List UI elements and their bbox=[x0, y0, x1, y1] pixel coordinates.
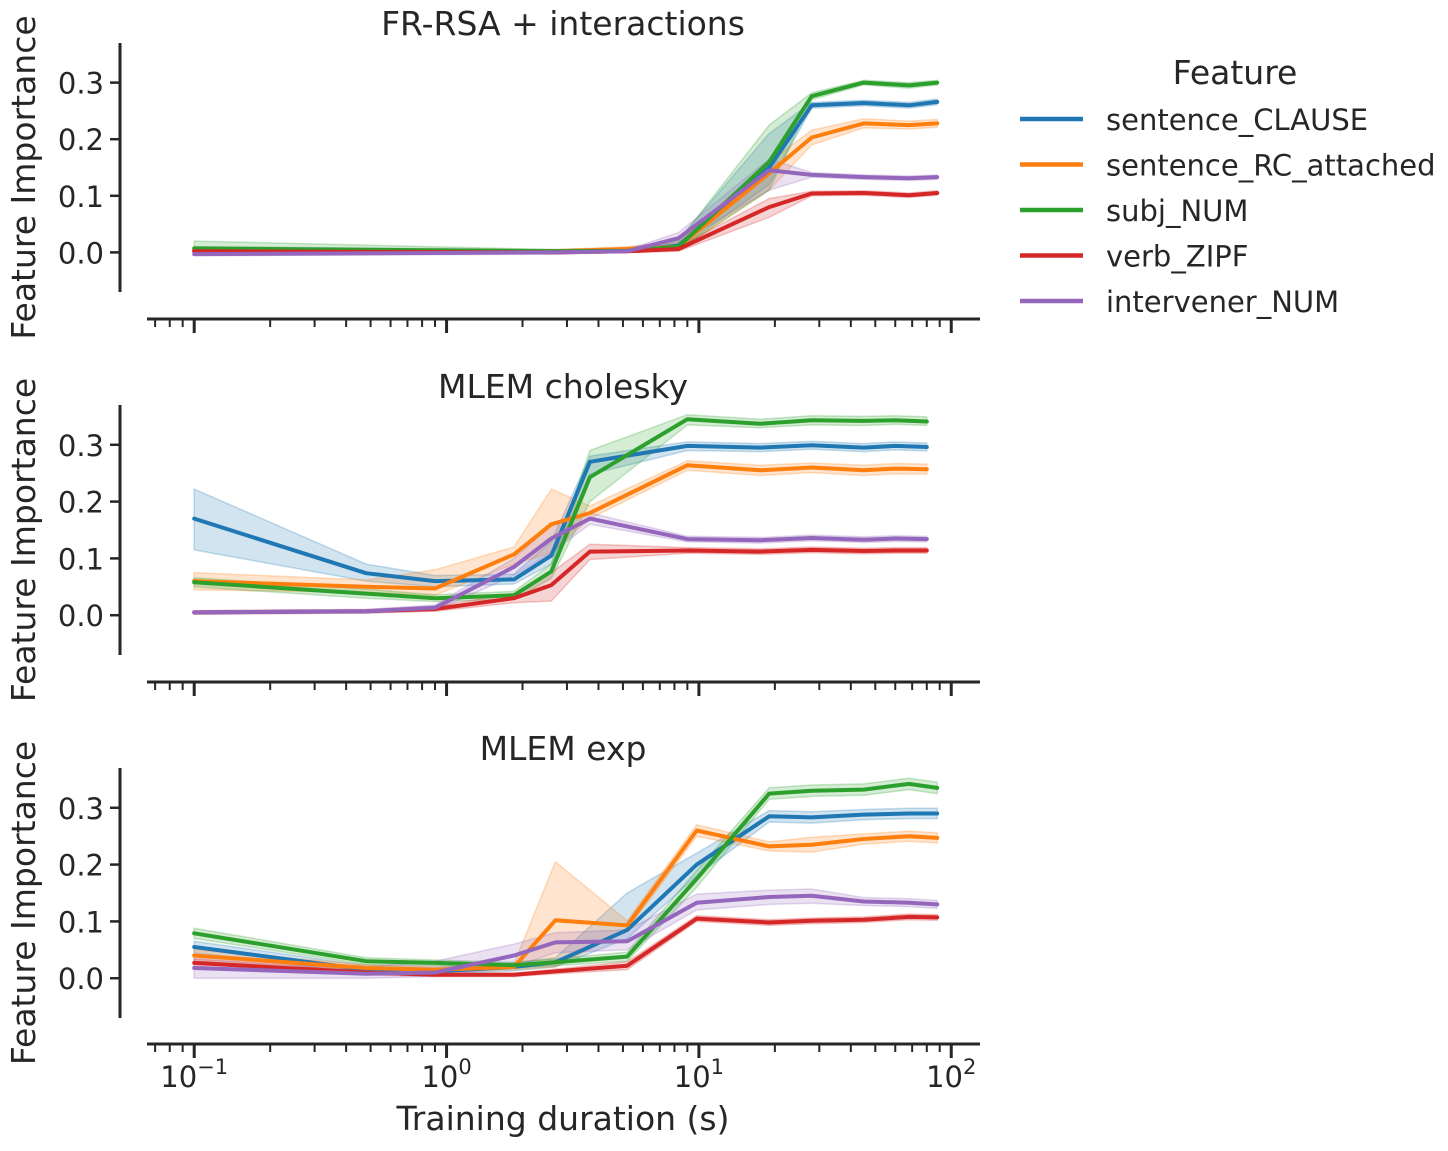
y-axis-label: Feature Importance bbox=[4, 378, 43, 702]
series-line-subj_NUM bbox=[192, 781, 940, 968]
x-tick-base: 10 bbox=[926, 1060, 963, 1094]
y-tick-label: 0.2 bbox=[58, 486, 104, 520]
legend-label: intervener_NUM bbox=[1106, 285, 1339, 319]
x-tick-label: 100 bbox=[421, 1055, 471, 1094]
legend-title: Feature bbox=[1173, 53, 1298, 92]
series-line-intervener_NUM bbox=[192, 516, 929, 615]
y-tick-label: 0.3 bbox=[58, 792, 104, 826]
y-tick-label: 0.2 bbox=[58, 849, 104, 883]
legend-label: sentence_RC_attached bbox=[1106, 149, 1436, 183]
x-tick-base: 10 bbox=[421, 1060, 458, 1094]
ci-band-sentence_CLAUSE bbox=[193, 440, 928, 588]
y-tick-label: 0.3 bbox=[58, 67, 104, 101]
y-tick-label: 0.1 bbox=[58, 180, 104, 214]
y-tick-label: 0.0 bbox=[58, 962, 104, 996]
series-line-sentence_RC_attached bbox=[192, 463, 929, 591]
y-axis-label: Feature Importance bbox=[4, 15, 43, 339]
ci-band-sentence_RC_attached bbox=[193, 823, 938, 974]
panel-1: FR-RSA + interactions Feature Importance 0… bbox=[4, 4, 980, 340]
x-axis-label: Training duration (s) bbox=[396, 1099, 730, 1138]
series-line-intervener_NUM bbox=[192, 168, 940, 257]
y-tick-label: 0.2 bbox=[58, 123, 104, 157]
panel-2: MLEM cholesky Feature Importance 0.0 0.1 0.2… bbox=[4, 367, 980, 702]
series-line-sentence_CLAUSE bbox=[192, 443, 929, 584]
x-tick-base: 10 bbox=[160, 1060, 197, 1094]
y-tick-label: 0.3 bbox=[58, 429, 104, 463]
x-tick-label: 102 bbox=[926, 1055, 976, 1094]
legend-label: subj_NUM bbox=[1106, 194, 1248, 228]
series-line-sentence_RC_attached bbox=[192, 828, 940, 972]
panel-title: MLEM exp bbox=[480, 729, 647, 768]
y-tick-label: 0.0 bbox=[58, 236, 104, 270]
panel-title: MLEM cholesky bbox=[438, 367, 688, 406]
x-tick-exponent: 0 bbox=[458, 1055, 471, 1079]
y-tick-label: 0.0 bbox=[58, 599, 104, 633]
x-tick-exponent: 2 bbox=[963, 1055, 976, 1079]
legend: Feature sentence_CLAUSE sentence_RC_attach… bbox=[1020, 53, 1436, 319]
x-tick-exponent: −1 bbox=[197, 1055, 228, 1079]
x-tick-label: 101 bbox=[674, 1055, 724, 1094]
panel-title: FR-RSA + interactions bbox=[381, 4, 745, 43]
x-tick-base: 10 bbox=[674, 1060, 711, 1094]
y-axis-label: Feature Importance bbox=[4, 741, 43, 1065]
series-line-sentence_RC_attached bbox=[192, 121, 940, 254]
x-tick-label: 10−1 bbox=[160, 1055, 228, 1094]
y-tick-label: 0.1 bbox=[58, 905, 104, 939]
y-tick-label: 0.1 bbox=[58, 542, 104, 576]
x-tick-exponent: 1 bbox=[711, 1055, 724, 1079]
ci-band-sentence_RC_attached bbox=[193, 118, 938, 254]
legend-label: sentence_CLAUSE bbox=[1106, 103, 1368, 137]
series-line-subj_NUM bbox=[192, 417, 929, 601]
series-line-intervener_NUM bbox=[192, 893, 940, 976]
legend-label: verb_ZIPF bbox=[1106, 240, 1248, 274]
